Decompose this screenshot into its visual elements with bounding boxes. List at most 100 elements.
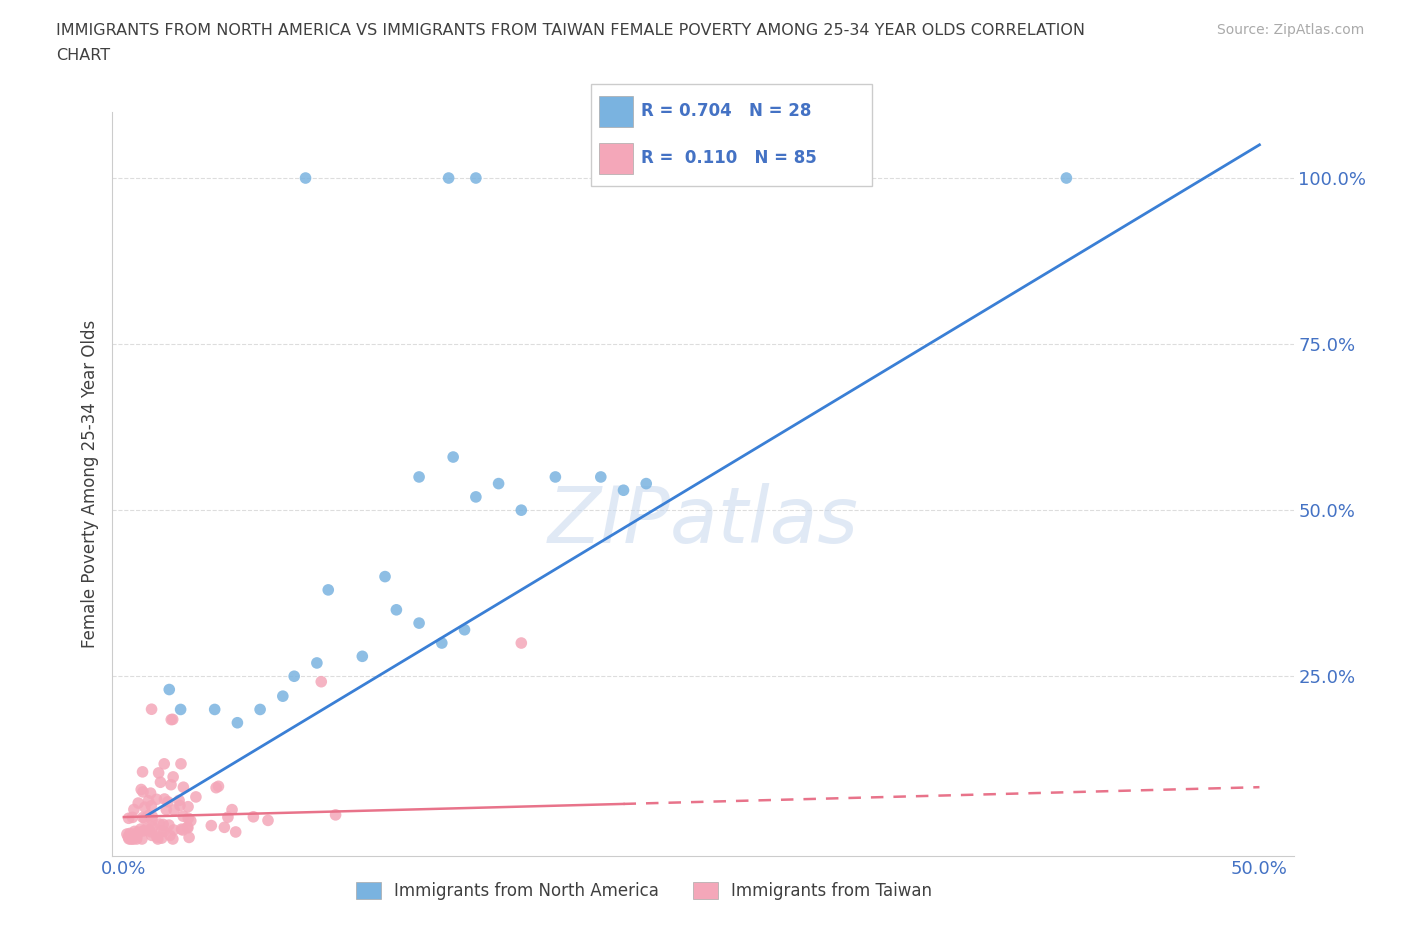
Point — [172, 779, 194, 794]
Point — [408, 616, 430, 631]
Point — [150, 823, 173, 838]
Point — [118, 811, 141, 826]
Point — [145, 791, 167, 806]
Point — [464, 489, 486, 504]
Point — [141, 828, 163, 843]
Point — [141, 702, 163, 717]
Point — [184, 790, 207, 804]
Point — [544, 470, 567, 485]
Point — [127, 796, 149, 811]
Point — [132, 823, 155, 838]
Text: Source: ZipAtlas.com: Source: ZipAtlas.com — [1216, 23, 1364, 37]
Point — [153, 756, 176, 771]
Point — [150, 830, 173, 845]
Point — [124, 824, 146, 839]
Point — [453, 622, 475, 637]
Point — [135, 822, 157, 837]
Point — [162, 712, 184, 727]
Point — [283, 669, 305, 684]
Point — [157, 817, 180, 832]
Point — [118, 831, 141, 846]
Point — [138, 808, 160, 823]
Point — [138, 793, 160, 808]
Point — [131, 831, 153, 846]
Point — [172, 809, 194, 824]
Point — [176, 819, 198, 834]
Point — [129, 821, 152, 836]
Point — [430, 635, 453, 650]
Point — [121, 810, 143, 825]
Point — [170, 756, 193, 771]
Point — [177, 820, 200, 835]
Point — [141, 813, 163, 828]
Point — [214, 820, 236, 835]
Point — [374, 569, 396, 584]
Point — [146, 830, 169, 844]
Point — [441, 449, 464, 464]
Legend: Immigrants from North America, Immigrants from Taiwan: Immigrants from North America, Immigrant… — [349, 875, 939, 907]
Point — [134, 800, 156, 815]
Point — [148, 765, 170, 780]
Point — [132, 785, 155, 800]
Point — [120, 831, 142, 846]
Bar — [599, 143, 633, 174]
Text: CHART: CHART — [56, 48, 110, 63]
Point — [117, 830, 139, 844]
Point — [352, 649, 374, 664]
Point — [141, 809, 163, 824]
Point — [589, 470, 612, 485]
Point — [488, 476, 510, 491]
Point — [160, 777, 183, 792]
Point — [160, 712, 183, 727]
Point — [134, 811, 156, 826]
Text: R = 0.704   N = 28: R = 0.704 N = 28 — [641, 102, 811, 120]
Point — [316, 582, 339, 597]
Point — [163, 803, 186, 817]
Text: IMMIGRANTS FROM NORTH AMERICA VS IMMIGRANTS FROM TAIWAN FEMALE POVERTY AMONG 25-: IMMIGRANTS FROM NORTH AMERICA VS IMMIGRA… — [56, 23, 1085, 38]
Point — [200, 818, 222, 833]
Point — [146, 831, 169, 846]
Point — [294, 170, 316, 185]
Point — [226, 715, 249, 730]
Point — [139, 786, 162, 801]
Point — [170, 822, 193, 837]
Point — [132, 810, 155, 825]
Point — [129, 782, 152, 797]
Bar — [599, 96, 633, 126]
Point — [177, 811, 200, 826]
Point — [612, 483, 634, 498]
Point — [204, 702, 226, 717]
Point — [155, 803, 177, 817]
Point — [162, 769, 184, 784]
Point — [162, 831, 184, 846]
Point — [118, 826, 141, 841]
Point — [257, 813, 280, 828]
Point — [177, 799, 200, 814]
Point — [205, 780, 228, 795]
Point — [408, 470, 430, 485]
Point — [385, 603, 408, 618]
Point — [131, 764, 153, 779]
Point — [121, 831, 143, 846]
Point — [305, 656, 328, 671]
Point — [141, 798, 163, 813]
Point — [152, 817, 174, 831]
Y-axis label: Female Poverty Among 25-34 Year Olds: Female Poverty Among 25-34 Year Olds — [80, 320, 98, 647]
Point — [169, 702, 191, 717]
Point — [325, 807, 347, 822]
Point — [149, 775, 172, 790]
Point — [437, 170, 460, 185]
Point — [115, 827, 138, 842]
FancyBboxPatch shape — [591, 84, 872, 186]
Text: ZIPatlas: ZIPatlas — [547, 483, 859, 559]
Point — [636, 476, 658, 491]
Point — [153, 824, 176, 839]
Point — [221, 803, 243, 817]
Point — [156, 794, 179, 809]
Point — [125, 830, 148, 844]
Point — [309, 674, 332, 689]
Point — [122, 802, 145, 817]
Point — [510, 635, 533, 650]
Point — [180, 814, 202, 829]
Point — [142, 819, 165, 834]
